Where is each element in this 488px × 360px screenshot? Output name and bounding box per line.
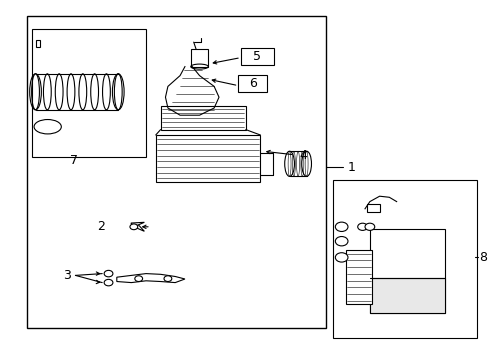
Text: 6: 6	[248, 77, 256, 90]
Circle shape	[163, 276, 171, 282]
Polygon shape	[117, 274, 184, 283]
Bar	[333, 180, 476, 338]
Circle shape	[135, 276, 142, 282]
Text: 5: 5	[253, 50, 261, 63]
Polygon shape	[134, 223, 144, 231]
Circle shape	[335, 253, 347, 262]
Bar	[241, 48, 273, 65]
Text: 7: 7	[70, 154, 78, 167]
Ellipse shape	[301, 151, 311, 176]
Polygon shape	[131, 222, 144, 227]
Text: 8: 8	[478, 251, 487, 264]
Bar	[191, 49, 208, 67]
Bar	[369, 229, 445, 313]
Circle shape	[335, 237, 347, 246]
Text: 4: 4	[299, 149, 306, 162]
Bar	[366, 204, 379, 212]
Circle shape	[104, 279, 113, 286]
Bar	[27, 16, 325, 328]
Text: 3: 3	[62, 269, 70, 282]
Circle shape	[130, 224, 138, 230]
Circle shape	[104, 270, 113, 277]
Bar	[345, 250, 371, 304]
Bar	[160, 106, 245, 130]
Bar	[238, 75, 266, 92]
Ellipse shape	[284, 151, 294, 176]
Bar	[155, 135, 260, 182]
Circle shape	[357, 223, 366, 230]
Text: 2: 2	[97, 220, 104, 233]
Text: 1: 1	[347, 161, 355, 174]
Circle shape	[335, 222, 347, 231]
Circle shape	[364, 223, 374, 230]
Bar	[369, 278, 445, 313]
Bar	[32, 29, 146, 157]
Bar	[36, 40, 41, 47]
